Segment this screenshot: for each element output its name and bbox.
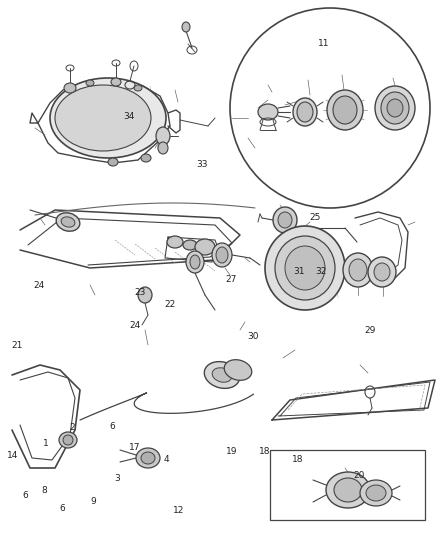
Ellipse shape <box>108 158 118 166</box>
Ellipse shape <box>141 452 155 464</box>
Text: 18: 18 <box>292 455 304 464</box>
Ellipse shape <box>273 207 297 233</box>
Ellipse shape <box>56 213 80 231</box>
Text: 18: 18 <box>259 448 271 456</box>
Ellipse shape <box>374 263 390 281</box>
Ellipse shape <box>190 255 200 269</box>
Ellipse shape <box>182 22 190 32</box>
Text: 23: 23 <box>134 288 146 296</box>
Ellipse shape <box>134 85 142 91</box>
Text: 9: 9 <box>90 497 96 505</box>
Ellipse shape <box>285 246 325 290</box>
Text: 29: 29 <box>364 326 376 335</box>
Ellipse shape <box>167 236 183 248</box>
Ellipse shape <box>375 86 415 130</box>
Ellipse shape <box>64 83 76 93</box>
Ellipse shape <box>141 154 151 162</box>
Ellipse shape <box>278 212 292 228</box>
Text: 27: 27 <box>226 276 237 284</box>
Ellipse shape <box>186 251 204 273</box>
Ellipse shape <box>138 287 152 303</box>
Ellipse shape <box>195 239 215 255</box>
Ellipse shape <box>258 104 278 120</box>
Bar <box>270 450 425 520</box>
Ellipse shape <box>334 478 362 502</box>
Ellipse shape <box>343 253 373 287</box>
Ellipse shape <box>61 217 75 227</box>
Text: 3: 3 <box>114 474 120 483</box>
Text: 30: 30 <box>247 333 259 341</box>
Ellipse shape <box>111 78 121 86</box>
Ellipse shape <box>381 92 409 124</box>
Text: 22: 22 <box>164 301 176 309</box>
Text: 24: 24 <box>34 281 45 289</box>
Text: 6: 6 <box>22 491 28 500</box>
Ellipse shape <box>366 485 386 501</box>
Ellipse shape <box>204 361 240 389</box>
Ellipse shape <box>59 432 77 448</box>
Text: 32: 32 <box>315 268 326 276</box>
Ellipse shape <box>360 480 392 506</box>
Ellipse shape <box>333 96 357 124</box>
Ellipse shape <box>212 243 232 267</box>
Text: 24: 24 <box>129 321 141 329</box>
Text: 8: 8 <box>41 486 47 495</box>
Ellipse shape <box>158 142 168 154</box>
Text: 33: 33 <box>197 160 208 168</box>
Text: 6: 6 <box>110 422 116 431</box>
Ellipse shape <box>86 80 94 86</box>
Ellipse shape <box>326 472 370 508</box>
Text: 2: 2 <box>70 423 75 432</box>
Text: 19: 19 <box>226 448 238 456</box>
Ellipse shape <box>368 257 396 287</box>
Ellipse shape <box>327 90 363 130</box>
Text: 6: 6 <box>59 504 65 513</box>
Ellipse shape <box>216 247 228 263</box>
Ellipse shape <box>136 448 160 468</box>
Ellipse shape <box>55 85 151 151</box>
Ellipse shape <box>63 435 73 445</box>
Text: 31: 31 <box>293 268 304 276</box>
Text: 25: 25 <box>310 213 321 222</box>
Ellipse shape <box>265 226 345 310</box>
Text: 12: 12 <box>173 506 184 514</box>
Ellipse shape <box>297 102 313 122</box>
Ellipse shape <box>349 259 367 281</box>
Ellipse shape <box>183 240 197 250</box>
Text: 4: 4 <box>164 455 169 464</box>
Ellipse shape <box>293 98 317 126</box>
Ellipse shape <box>387 99 403 117</box>
Ellipse shape <box>212 368 232 382</box>
Text: 20: 20 <box>353 471 365 480</box>
Text: 34: 34 <box>124 112 135 120</box>
Text: 21: 21 <box>12 341 23 350</box>
Ellipse shape <box>275 236 335 300</box>
Text: 11: 11 <box>318 39 329 48</box>
Ellipse shape <box>224 360 252 381</box>
Text: 1: 1 <box>43 439 49 448</box>
Text: 14: 14 <box>7 451 18 460</box>
Text: 17: 17 <box>129 443 141 452</box>
Ellipse shape <box>50 78 166 158</box>
Ellipse shape <box>156 127 170 145</box>
